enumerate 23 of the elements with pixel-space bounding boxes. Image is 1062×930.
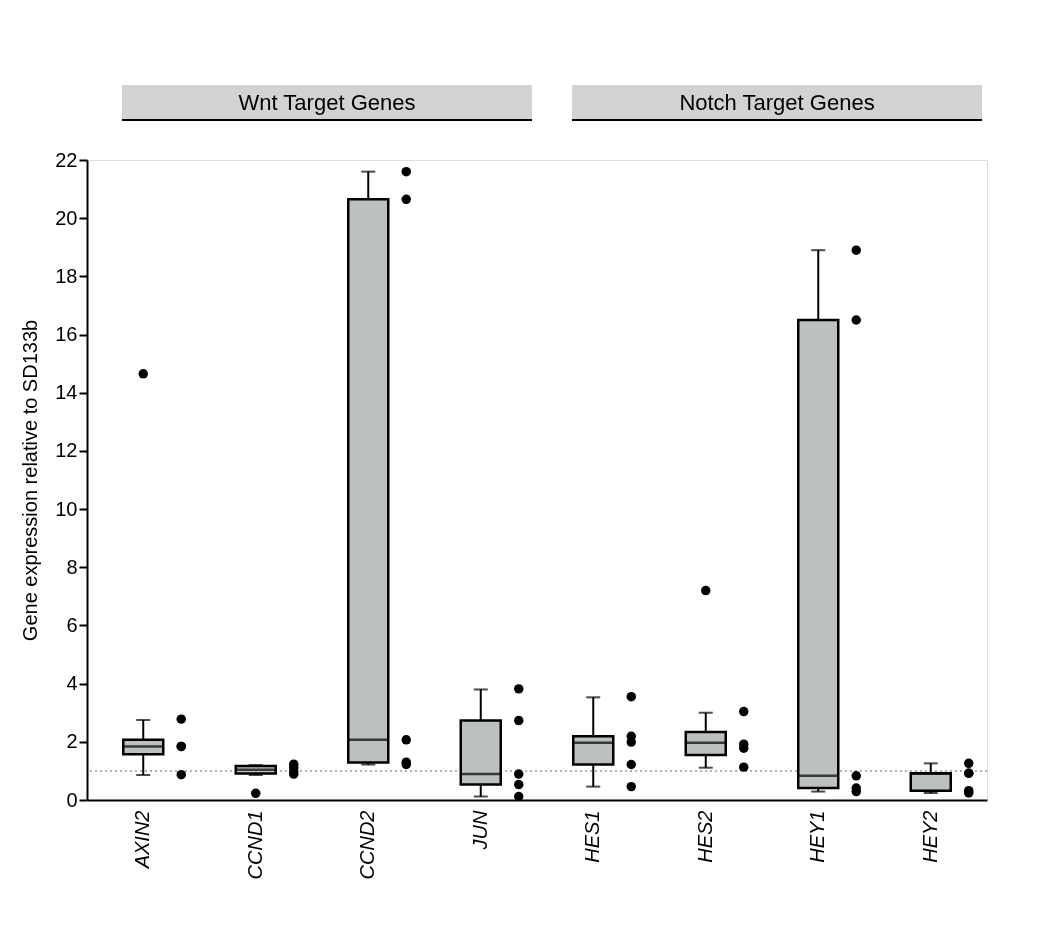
y-tick-label: 0	[66, 788, 78, 811]
y-axis-title: Gene expression relative to SD133b	[19, 319, 42, 642]
x-tick-label: CCND1	[243, 810, 266, 880]
y-tick-label: 6	[66, 613, 78, 636]
y-tick-label: 10	[55, 497, 78, 520]
y-tick-label: 14	[55, 381, 78, 404]
text: Notch Target Genes	[679, 90, 875, 115]
y-tick-label: 20	[55, 206, 78, 229]
x-tick-label: HES2	[693, 810, 716, 863]
y-tick-label: 2	[66, 730, 78, 753]
y-tick-label: 4	[66, 672, 78, 695]
x-tick-label: HEY2	[918, 810, 941, 863]
text: Wnt Target Genes	[238, 90, 416, 115]
y-tick-label: 18	[55, 264, 78, 287]
x-tick-label: CCND2	[356, 810, 379, 880]
y-tick-label: 16	[55, 323, 78, 346]
x-tick-label: HES1	[581, 810, 604, 863]
x-tick-label: HEY1	[806, 810, 829, 863]
y-tick-label: 12	[55, 439, 78, 462]
y-tick-label: 8	[66, 555, 78, 578]
x-tick-label: AXIN2	[131, 810, 154, 870]
y-tick-label: 22	[55, 148, 78, 171]
x-tick-label: JUN	[468, 809, 491, 851]
